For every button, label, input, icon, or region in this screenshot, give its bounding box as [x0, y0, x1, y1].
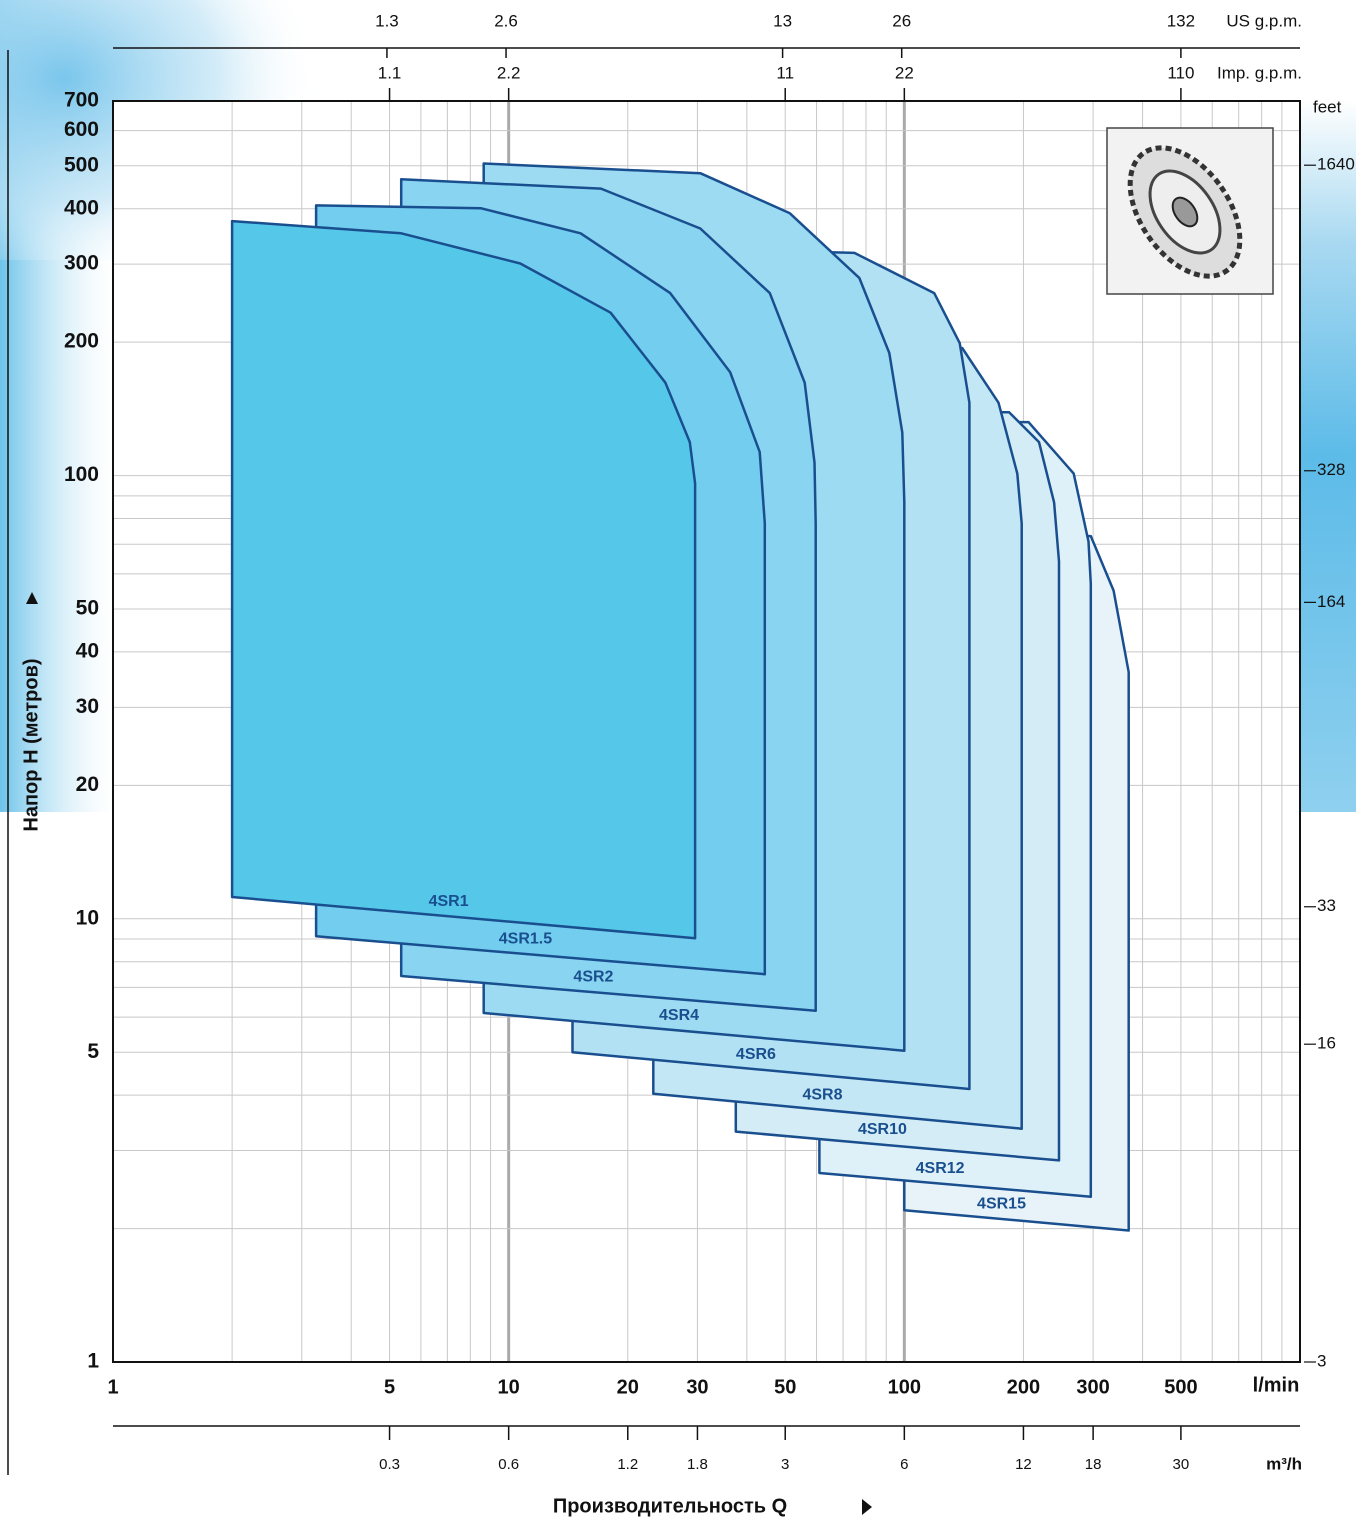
- x2-tick-label: 110: [1167, 63, 1194, 82]
- y-tick-label: 5: [87, 1040, 99, 1063]
- y-tick-label: 100: [64, 463, 99, 486]
- axis-unit: feet: [1313, 97, 1342, 116]
- series-label: 4SR4: [659, 1007, 699, 1024]
- y2-tick-label: 3: [1317, 1351, 1326, 1370]
- y2-tick-label: 164: [1317, 592, 1345, 611]
- x-tick-label: 300: [1076, 1376, 1109, 1398]
- y-tick-label: 20: [76, 773, 99, 796]
- y-tick-label: 50: [76, 597, 99, 620]
- x2-tick-label: 18: [1085, 1456, 1102, 1473]
- impeller-hub: [1171, 196, 1199, 228]
- x2-tick-label: 132: [1167, 11, 1195, 30]
- pump-envelope: [230, 219, 697, 940]
- x-tick-label: 100: [888, 1376, 921, 1398]
- x2-tick-label: 26: [892, 11, 911, 30]
- y-tick-label: 300: [64, 252, 99, 275]
- axis-unit: Imp. g.p.m.: [1217, 63, 1302, 82]
- y-tick-label: 500: [64, 153, 99, 176]
- x2-tick-label: 3: [781, 1456, 789, 1473]
- x2-tick-label: 1.1: [378, 63, 402, 82]
- x2-tick-label: 30: [1173, 1456, 1190, 1473]
- y-tick-label: 400: [64, 196, 99, 219]
- series-label: 4SR1: [429, 893, 469, 910]
- water-decoration: [1300, 100, 1356, 812]
- y2-tick-label: 16: [1317, 1034, 1336, 1053]
- series-label: 4SR8: [802, 1086, 842, 1103]
- impeller-image: [1106, 127, 1274, 295]
- x2-tick-label: 1.3: [375, 11, 399, 30]
- y-axis-title: Напор H (метров): [20, 658, 42, 831]
- axis-unit: m³/h: [1266, 1454, 1302, 1473]
- x2-tick-label: 2.6: [494, 11, 518, 30]
- y-tick-label: 700: [64, 89, 99, 112]
- arrow-icon: [26, 592, 38, 604]
- y2-tick-label: 328: [1317, 460, 1345, 479]
- x-tick-label: 10: [498, 1376, 520, 1398]
- x-tick-label: 200: [1007, 1376, 1040, 1398]
- series-label: 4SR1.5: [499, 930, 552, 947]
- plot-frame: [112, 100, 1301, 1363]
- x-unit: l/min: [1253, 1374, 1300, 1396]
- x-tick-label: 5: [384, 1376, 395, 1398]
- x2-tick-label: 0.3: [379, 1456, 400, 1473]
- y2-tick-label: 1640: [1317, 155, 1355, 174]
- x2-tick-label: 22: [895, 63, 914, 82]
- y-tick-label: 30: [76, 695, 99, 718]
- x2-tick-label: 11: [776, 63, 794, 82]
- x-tick-label: 30: [686, 1376, 708, 1398]
- x-tick-label: 20: [617, 1376, 639, 1398]
- series-label: 4SR10: [858, 1121, 907, 1138]
- y-tick-label: 1: [87, 1350, 99, 1373]
- arrow-icon: [862, 1499, 872, 1515]
- x2-tick-label: 12: [1015, 1456, 1032, 1473]
- x2-tick-label: 1.8: [687, 1456, 708, 1473]
- x2-tick-label: 0.6: [498, 1456, 519, 1473]
- x2-tick-label: 2.2: [497, 63, 521, 82]
- x2-tick-label: 13: [773, 11, 792, 30]
- y-tick-label: 10: [76, 906, 99, 929]
- series-label: 4SR2: [573, 969, 613, 986]
- y-tick-label: 200: [64, 330, 99, 353]
- x-tick-label: 50: [774, 1376, 796, 1398]
- x-tick-label: 1: [107, 1376, 118, 1398]
- x2-tick-label: 1.2: [617, 1456, 638, 1473]
- x2-tick-label: 6: [900, 1456, 908, 1473]
- axis-unit: US g.p.m.: [1226, 11, 1302, 30]
- series-label: 4SR6: [736, 1046, 776, 1063]
- y-tick-label: 40: [76, 639, 99, 662]
- x-tick-label: 500: [1164, 1376, 1197, 1398]
- series-label: 4SR12: [916, 1160, 965, 1177]
- series-label: 4SR15: [977, 1196, 1026, 1213]
- y2-tick-label: 33: [1317, 896, 1336, 915]
- y-tick-label: 600: [64, 118, 99, 141]
- x-axis-title: Производительность Q: [553, 1495, 787, 1517]
